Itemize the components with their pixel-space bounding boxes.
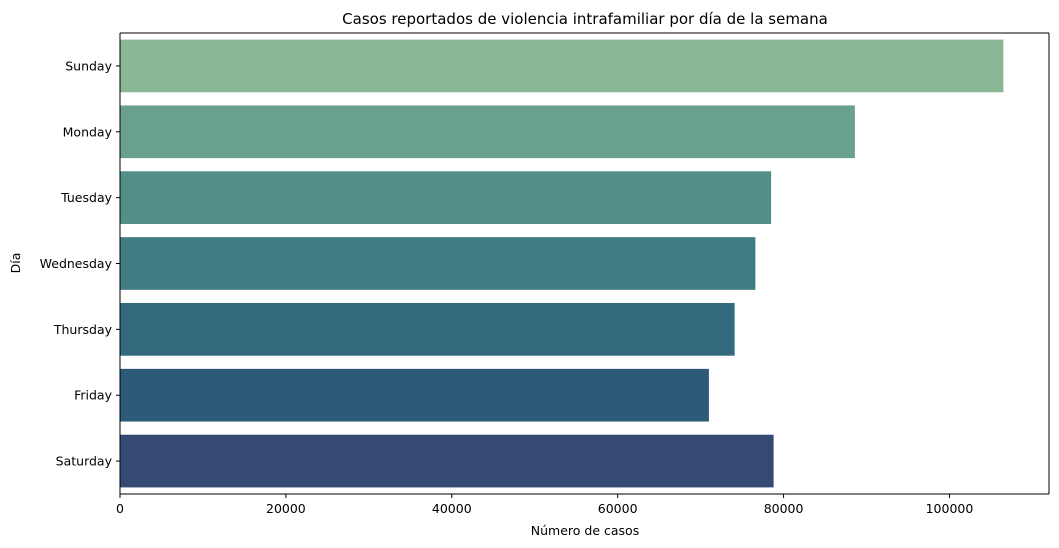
x-tick-label: 100000 — [926, 501, 974, 516]
x-tick-label: 60000 — [598, 501, 638, 516]
bar-friday — [120, 368, 709, 422]
y-tick-label: Sunday — [65, 58, 112, 73]
x-tick-label: 0 — [116, 501, 124, 516]
y-tick-label: Saturday — [56, 454, 113, 469]
bar-saturday — [120, 434, 774, 488]
bar-wednesday — [120, 237, 756, 290]
bar-sunday — [120, 39, 1004, 93]
y-axis-label: Día — [8, 253, 23, 274]
x-tick-label: 40000 — [432, 501, 472, 516]
bar-monday — [120, 105, 855, 159]
y-tick-label: Monday — [63, 124, 113, 139]
y-tick-label: Thursday — [53, 322, 113, 337]
bar-tuesday — [120, 171, 772, 224]
bars-layer — [120, 39, 1004, 488]
x-tick-label: 20000 — [266, 501, 306, 516]
x-axis-label: Número de casos — [531, 523, 639, 538]
y-tick-label: Friday — [74, 388, 112, 403]
y-tick-label: Tuesday — [60, 190, 112, 205]
y-ticks: Sunday Monday Tuesday Wednesday Thursday Frid… — [40, 58, 120, 469]
bar-thursday — [120, 303, 735, 356]
x-tick-label: 80000 — [764, 501, 804, 516]
y-tick-label: Wednesday — [40, 256, 113, 271]
chart-title: Casos reportados de violencia intrafamil… — [342, 10, 828, 28]
x-ticks: 0 20000 40000 60000 80000 100000 — [116, 494, 973, 516]
